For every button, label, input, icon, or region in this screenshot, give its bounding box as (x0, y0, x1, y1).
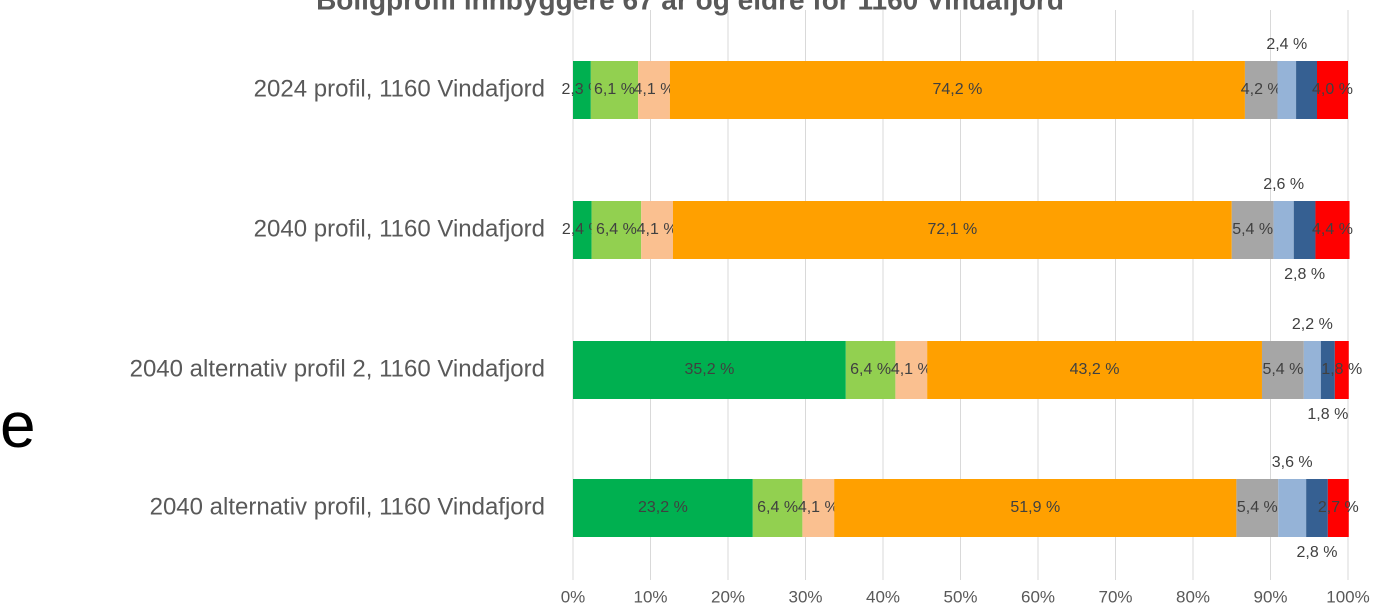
bar-segment (590, 61, 639, 119)
y-tick-label: 2024 profil, 1160 Vindafjord (254, 75, 545, 102)
data-label: 51,9 % (1010, 499, 1060, 516)
data-label: 72,1 % (927, 221, 977, 238)
data-label: 6,4 % (757, 499, 798, 516)
bar-segment (1231, 201, 1274, 259)
data-label: 2,8 % (1297, 544, 1338, 561)
data-label: 5,4 % (1237, 499, 1278, 516)
bar-segment (1293, 201, 1316, 259)
data-label: 1,8 % (1321, 361, 1362, 378)
y-tick-label: 2040 alternativ profil 2, 1160 Vindafjor… (130, 355, 545, 382)
x-tick-label: 50% (943, 587, 977, 605)
bar-segment (573, 61, 591, 119)
data-label: 74,2 % (932, 81, 982, 98)
data-label: 6,4 % (596, 221, 637, 238)
y-tick-label: 2040 alternativ profil, 1160 Vindafjord (150, 493, 545, 520)
x-tick-label: 80% (1176, 587, 1210, 605)
data-label: 35,2 % (684, 361, 734, 378)
data-label: 3,6 % (1272, 454, 1313, 471)
bar-segment (1306, 479, 1328, 537)
bar-segment (1277, 61, 1297, 119)
data-label: 4,4 % (1312, 221, 1353, 238)
bar-segment (1317, 61, 1348, 119)
bar-segment (641, 201, 673, 259)
bar-segment (1334, 341, 1349, 399)
data-label: 2,2 % (1292, 316, 1333, 333)
bar-segment (573, 201, 592, 259)
data-label: 5,4 % (1262, 361, 1303, 378)
data-label: 43,2 % (1070, 361, 1120, 378)
x-tick-label: 60% (1021, 587, 1055, 605)
x-tick-label: 10% (633, 587, 667, 605)
x-tick-label: 0% (561, 587, 586, 605)
bar-segment (1273, 201, 1294, 259)
data-label: 4,1 % (634, 81, 675, 98)
annotation: e (0, 389, 36, 461)
data-label: 2,7 % (1318, 499, 1359, 516)
bar-segment (1236, 479, 1279, 537)
data-label: 6,1 % (594, 81, 635, 98)
x-tick-label: 40% (866, 587, 900, 605)
data-label: 2,6 % (1263, 176, 1304, 193)
data-label: 4,1 % (637, 221, 678, 238)
bar-segment (638, 61, 670, 119)
y-tick-label: 2040 profil, 1160 Vindafjord (254, 215, 545, 242)
bar-segment (573, 479, 753, 537)
bar-segment (591, 201, 642, 259)
data-label: 4,0 % (1312, 81, 1353, 98)
data-label: 5,4 % (1232, 221, 1273, 238)
bar-segment (834, 479, 1237, 537)
x-tick-label: 30% (788, 587, 822, 605)
data-label: 6,4 % (850, 361, 891, 378)
bar-segment (1244, 61, 1278, 119)
data-label: 2,8 % (1284, 266, 1325, 283)
data-label: 4,1 % (891, 361, 932, 378)
bar-segment (1320, 341, 1335, 399)
x-tick-label: 70% (1098, 587, 1132, 605)
bar-segment (752, 479, 803, 537)
data-label: 1,8 % (1307, 406, 1348, 423)
bar-segment (1261, 341, 1304, 399)
bar-segment (672, 201, 1232, 259)
bar-segment (669, 61, 1245, 119)
bar-segment (845, 341, 896, 399)
bar-segment (1278, 479, 1307, 537)
bar-segment (927, 341, 1262, 399)
data-label: 4,1 % (798, 499, 839, 516)
bar-segment (895, 341, 928, 399)
bar-segment (1315, 201, 1350, 259)
data-label: 23,2 % (638, 499, 688, 516)
bar-segment (1303, 341, 1321, 399)
x-tick-label: 100% (1326, 587, 1369, 605)
chart-title: Boligprofil innbyggere 67 år og eldre fo… (316, 0, 1064, 15)
data-label: 4,2 % (1241, 81, 1282, 98)
x-tick-label: 90% (1253, 587, 1287, 605)
bar-segment (1296, 61, 1317, 119)
x-tick-label: 20% (711, 587, 745, 605)
bar-segment (802, 479, 835, 537)
bar-segment (1327, 479, 1349, 537)
bar-segment (573, 341, 846, 399)
data-label: 2,4 % (1266, 36, 1307, 53)
